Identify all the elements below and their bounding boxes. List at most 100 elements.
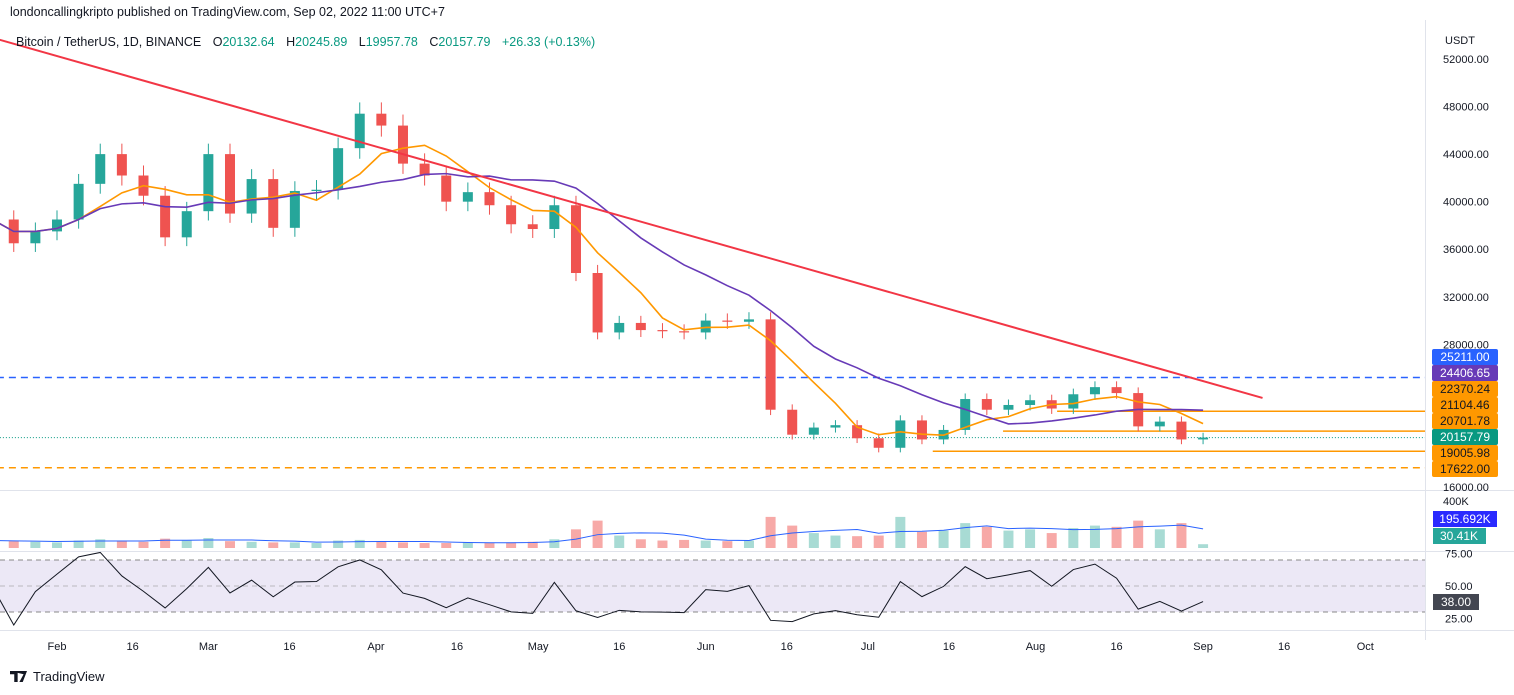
volume-bar [527, 541, 538, 548]
volume-bar [635, 539, 646, 548]
currency-label: USDT [1445, 35, 1475, 47]
x-tick-label: Jun [697, 641, 715, 653]
x-tick-label: 16 [781, 641, 793, 653]
x-tick-label: 16 [943, 641, 955, 653]
y-tick-label: 44000.00 [1443, 149, 1489, 161]
volume-bar [1198, 544, 1209, 548]
candle-up [289, 190, 300, 228]
volume-bar [333, 540, 344, 548]
candle-down [722, 320, 733, 322]
volume-bar [960, 523, 971, 548]
x-tick-label: 16 [451, 641, 463, 653]
rsi-value-label: 38.00 [1441, 595, 1471, 609]
price-label: 25211.00 [1440, 350, 1489, 364]
volume-bar [657, 540, 668, 548]
volume-ma-label: 195.692K [1439, 512, 1490, 526]
price-label: 20701.78 [1440, 414, 1490, 428]
volume-bar [95, 539, 106, 548]
candle-down [506, 205, 517, 225]
candle-up [1068, 394, 1079, 409]
candle-down [1111, 387, 1122, 394]
price-label: 20157.79 [1440, 430, 1490, 444]
price-label: 19005.98 [1440, 446, 1490, 460]
candle-down [224, 154, 235, 214]
candle-up [830, 425, 841, 428]
volume-bar [895, 516, 906, 548]
candle-down [657, 330, 668, 332]
candle-down [397, 125, 408, 164]
candle-down [916, 420, 927, 440]
price-pane [0, 38, 1425, 469]
x-tick-label: Feb [48, 641, 67, 653]
volume-bar [1046, 533, 1057, 548]
x-tick-label: Mar [199, 641, 218, 653]
candle-up [808, 427, 819, 435]
open-label: O [212, 35, 223, 49]
x-tick-label: Apr [367, 641, 384, 653]
candle-up [203, 154, 214, 212]
x-tick-label: Sep [1193, 641, 1213, 653]
price-label-bg [1432, 365, 1498, 381]
rsi-tick-label: 75.00 [1445, 549, 1473, 561]
low-label: L [358, 35, 366, 49]
candle-up [614, 322, 625, 333]
volume-bar [224, 541, 235, 548]
candle-down [873, 438, 884, 448]
candle-down [570, 205, 581, 274]
candle-down [116, 154, 127, 176]
candle-down [635, 322, 646, 331]
volume-bar [181, 540, 192, 548]
volume-bar [722, 541, 733, 548]
volume-bar [765, 516, 776, 548]
volume-bar [1068, 528, 1079, 548]
volume-bar [830, 535, 841, 548]
volume-bar [484, 543, 495, 548]
candle-up [311, 189, 322, 191]
volume-bar [1003, 530, 1014, 548]
volume-bar [916, 531, 927, 548]
price-label-bg [1432, 397, 1498, 413]
symbol-legend: Bitcoin / TetherUS, 1D, BINANCE O20132.6… [16, 35, 595, 49]
close-value: 20157.79 [438, 35, 491, 49]
y-tick-label: 16000.00 [1443, 482, 1489, 494]
pane-divider [0, 551, 1514, 552]
volume-bar [52, 542, 62, 548]
candle-down [376, 113, 387, 126]
candle-up [1089, 387, 1100, 395]
volume-bar [462, 542, 473, 548]
high-label: H [286, 35, 296, 49]
price-label: 17622.00 [1440, 462, 1490, 476]
volume-bar [354, 539, 365, 548]
price-label-bg [1432, 445, 1498, 461]
candle-up [246, 179, 257, 214]
volume-bar [203, 538, 214, 548]
candle-up [1198, 437, 1209, 440]
volume-bar [1025, 529, 1036, 548]
volume-bar [116, 541, 127, 548]
low-value: 19957.78 [365, 35, 418, 49]
price-label-bg [1432, 413, 1498, 429]
volume-axis-label: 400K [1443, 496, 1469, 508]
volume-bar [873, 535, 884, 548]
candle-down [527, 224, 538, 230]
volume-bar [787, 525, 798, 548]
tradingview-logo[interactable]: TradingView [10, 669, 105, 684]
price-label-bg [1432, 381, 1498, 397]
volume-bar [506, 542, 517, 548]
volume-bar [938, 530, 949, 548]
publish-info: londoncallingkripto published on Trading… [10, 5, 445, 19]
candle-down [679, 331, 690, 333]
volume-bar [1089, 525, 1100, 548]
candle-down [268, 179, 279, 228]
volume-last-label-bg [1433, 528, 1486, 544]
axis-line [1425, 20, 1426, 640]
open-value: 20132.64 [222, 35, 275, 49]
x-tick-label: Oct [1357, 641, 1374, 653]
y-tick-label: 40000.00 [1443, 197, 1489, 209]
volume-bar [268, 542, 279, 548]
candle-up [700, 320, 711, 333]
candle-up [743, 319, 754, 322]
close-label: C [429, 35, 439, 49]
